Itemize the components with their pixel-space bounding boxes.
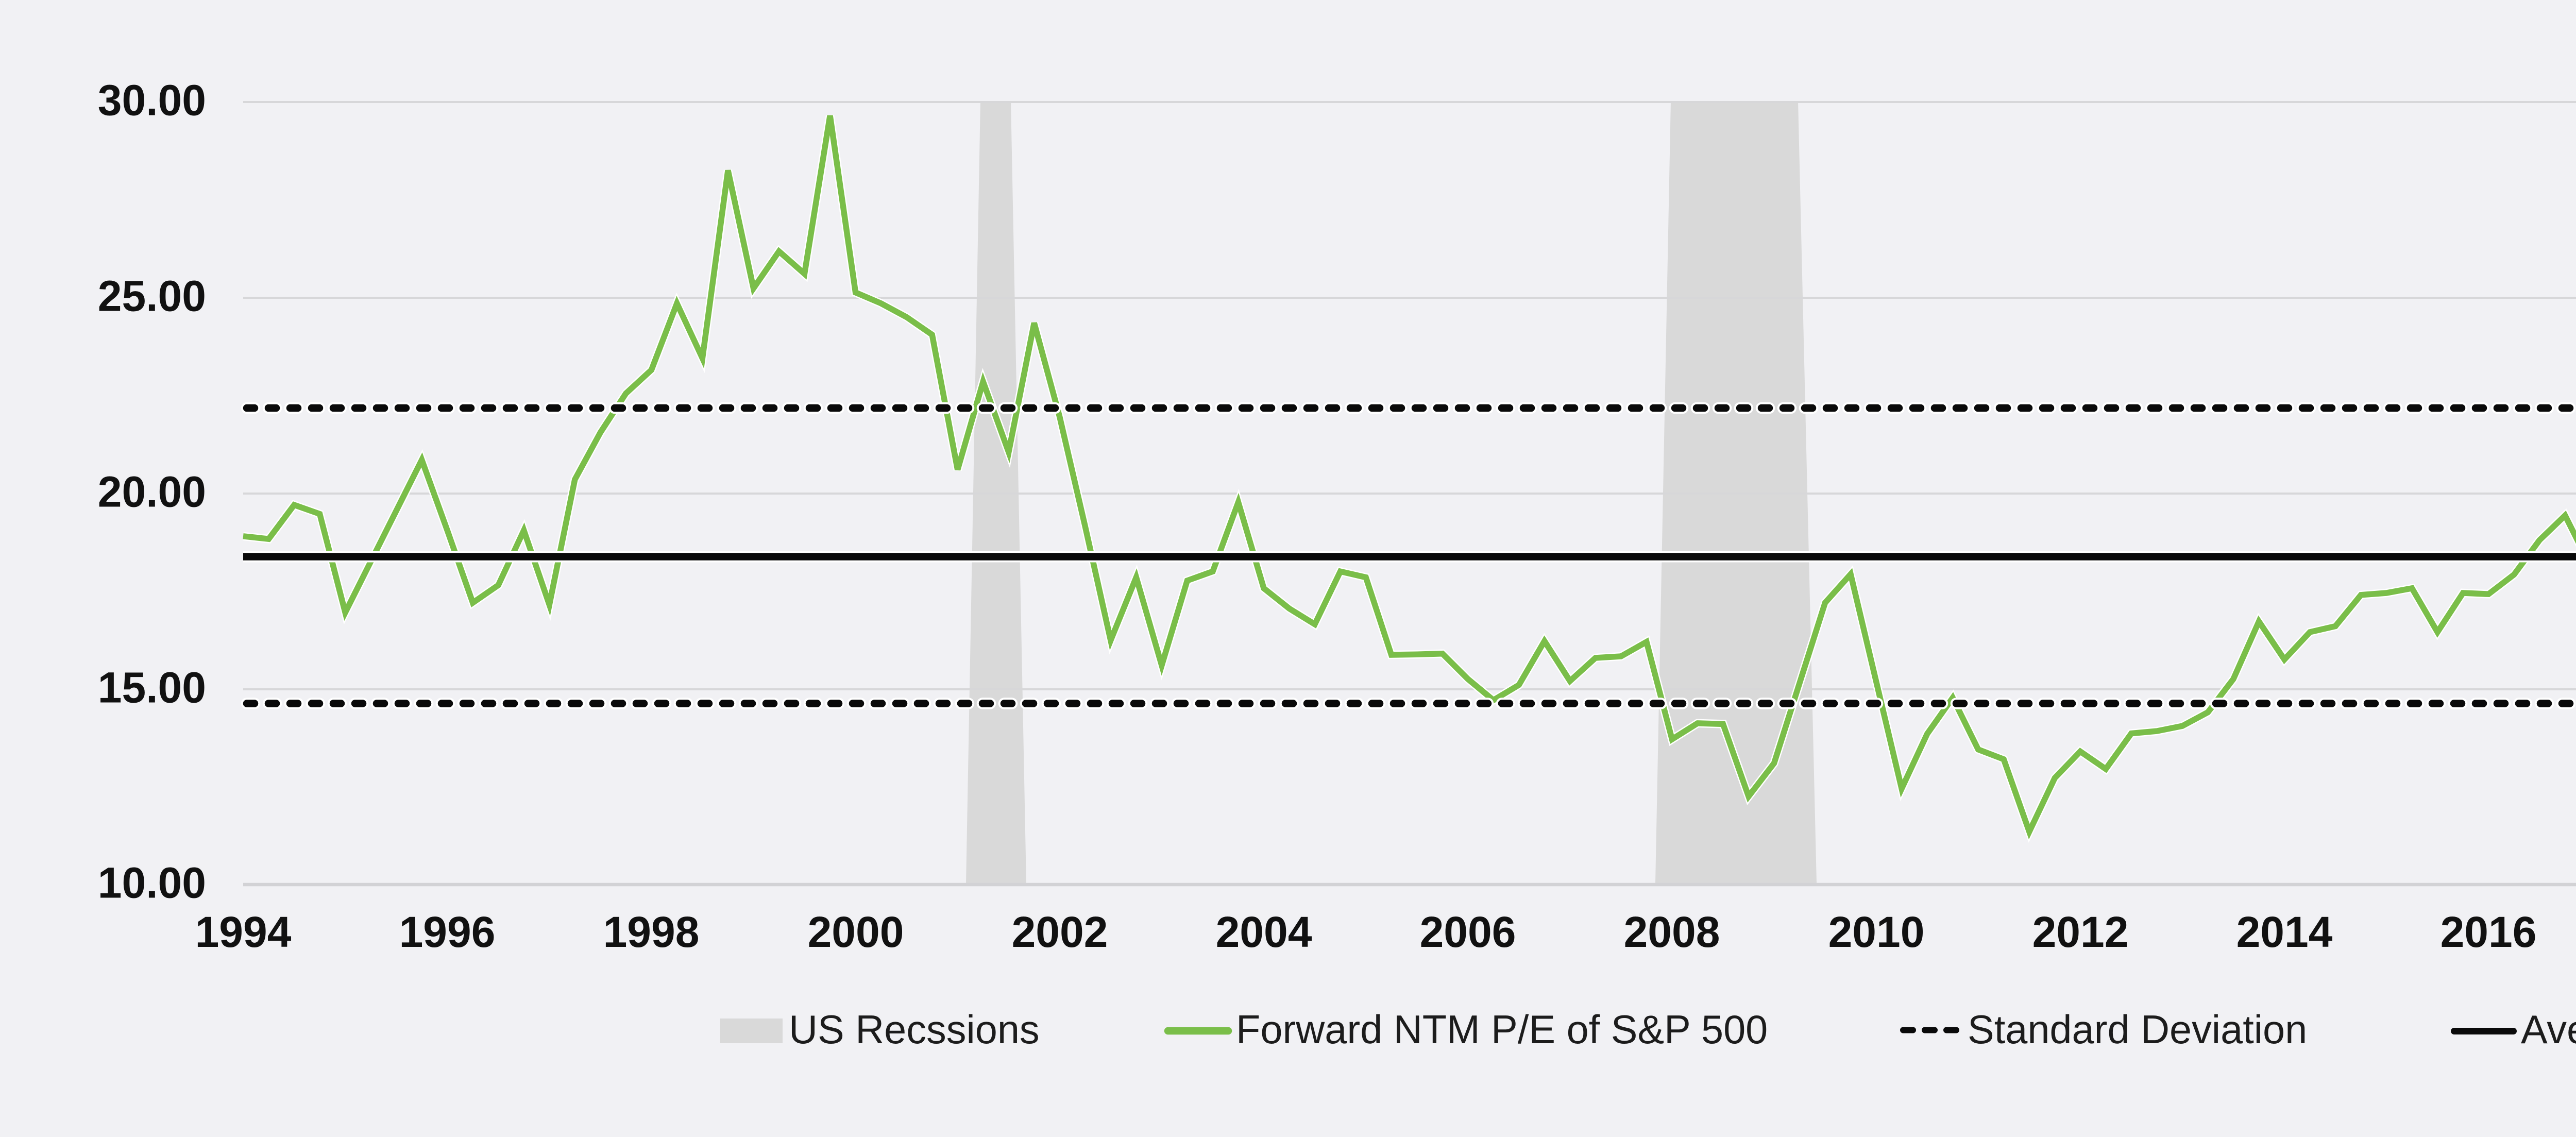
svg-text:2006: 2006 [1420, 908, 1516, 956]
svg-text:20.00: 20.00 [98, 468, 206, 516]
svg-text:1996: 1996 [399, 908, 496, 956]
svg-text:2012: 2012 [2032, 908, 2129, 956]
svg-text:US Recssions: US Recssions [789, 1008, 1040, 1052]
svg-text:Average: Average [2521, 1008, 2576, 1052]
svg-text:25.00: 25.00 [98, 272, 206, 320]
svg-text:2008: 2008 [1624, 908, 1720, 956]
svg-text:Standard Deviation: Standard Deviation [1968, 1008, 2307, 1052]
svg-text:10.00: 10.00 [98, 859, 206, 907]
svg-text:15.00: 15.00 [98, 664, 206, 712]
svg-text:2014: 2014 [2236, 908, 2333, 956]
svg-text:30.00: 30.00 [98, 76, 206, 125]
svg-text:2004: 2004 [1216, 908, 1312, 956]
svg-text:2016: 2016 [2441, 908, 2537, 956]
svg-text:Forward NTM P/E of S&P 500: Forward NTM P/E of S&P 500 [1236, 1008, 1768, 1052]
svg-text:2002: 2002 [1012, 908, 1108, 956]
svg-text:1994: 1994 [195, 908, 292, 956]
svg-text:2000: 2000 [808, 908, 904, 956]
svg-text:1998: 1998 [603, 908, 700, 956]
svg-text:2010: 2010 [1828, 908, 1925, 956]
